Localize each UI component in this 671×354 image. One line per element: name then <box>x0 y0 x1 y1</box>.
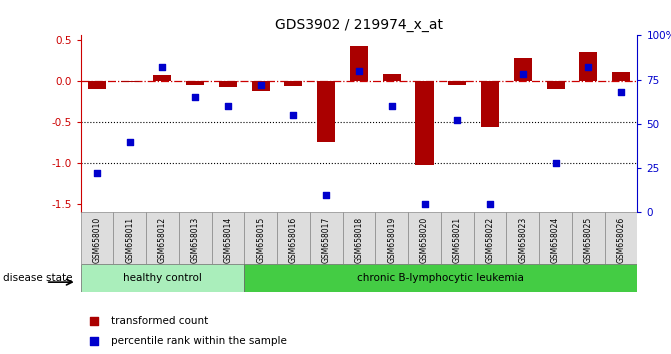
Text: disease state: disease state <box>3 273 73 283</box>
Bar <box>219 81 237 87</box>
Point <box>288 112 299 118</box>
Bar <box>547 81 564 89</box>
Bar <box>514 58 532 81</box>
Text: GSM658024: GSM658024 <box>551 217 560 263</box>
Bar <box>375 212 408 264</box>
Bar <box>408 212 441 264</box>
Point <box>321 192 331 198</box>
Bar <box>350 46 368 81</box>
Bar <box>154 75 171 81</box>
Bar <box>252 81 270 91</box>
Bar <box>244 212 277 264</box>
Text: GSM658019: GSM658019 <box>387 217 397 263</box>
Bar <box>310 212 343 264</box>
Bar <box>285 81 303 86</box>
Point <box>91 171 102 176</box>
Bar <box>178 212 211 264</box>
Text: GSM658020: GSM658020 <box>420 217 429 263</box>
Text: GSM658015: GSM658015 <box>256 217 265 263</box>
Bar <box>146 212 178 264</box>
Bar <box>211 212 244 264</box>
Text: GSM658010: GSM658010 <box>93 217 101 263</box>
Text: GSM658014: GSM658014 <box>223 217 232 263</box>
Bar <box>572 212 605 264</box>
Bar <box>277 212 310 264</box>
Point <box>124 139 135 144</box>
Text: GSM658018: GSM658018 <box>354 217 364 263</box>
Point <box>480 241 491 247</box>
Point <box>616 89 627 95</box>
Point <box>256 82 266 88</box>
Bar <box>244 264 637 292</box>
Text: GSM658012: GSM658012 <box>158 217 167 263</box>
Point <box>190 95 201 100</box>
Text: percentile rank within the sample: percentile rank within the sample <box>111 336 287 346</box>
Point <box>452 118 462 123</box>
Text: GSM658023: GSM658023 <box>518 217 527 263</box>
Point <box>354 68 364 74</box>
Bar <box>81 264 244 292</box>
Bar <box>605 212 637 264</box>
Bar <box>539 212 572 264</box>
Text: GSM658026: GSM658026 <box>617 217 625 263</box>
Title: GDS3902 / 219974_x_at: GDS3902 / 219974_x_at <box>275 18 443 32</box>
Bar <box>88 81 106 89</box>
Text: GSM658022: GSM658022 <box>486 217 495 263</box>
Bar <box>612 73 630 81</box>
Point <box>583 64 594 70</box>
Bar <box>507 212 539 264</box>
Bar <box>481 81 499 127</box>
Bar <box>113 212 146 264</box>
Point <box>484 201 495 206</box>
Point <box>517 72 528 77</box>
Bar <box>415 81 433 165</box>
Point <box>550 160 561 166</box>
Bar <box>382 74 401 81</box>
Bar <box>317 81 336 142</box>
Text: GSM658021: GSM658021 <box>453 217 462 263</box>
Point <box>157 64 168 70</box>
Text: transformed count: transformed count <box>111 315 209 326</box>
Bar <box>579 52 597 81</box>
Point <box>480 53 491 58</box>
Text: GSM658025: GSM658025 <box>584 217 592 263</box>
Bar <box>441 212 474 264</box>
Text: GSM658013: GSM658013 <box>191 217 200 263</box>
Bar <box>343 212 375 264</box>
Bar <box>81 212 113 264</box>
Point <box>386 103 397 109</box>
Text: GSM658017: GSM658017 <box>321 217 331 263</box>
Point <box>419 201 430 206</box>
Text: healthy control: healthy control <box>123 273 202 283</box>
Bar <box>186 81 204 85</box>
Bar <box>474 212 507 264</box>
Bar <box>448 81 466 85</box>
Bar <box>121 81 139 82</box>
Text: GSM658011: GSM658011 <box>125 217 134 263</box>
Text: GSM658016: GSM658016 <box>289 217 298 263</box>
Point <box>223 103 234 109</box>
Text: chronic B-lymphocytic leukemia: chronic B-lymphocytic leukemia <box>358 273 524 283</box>
